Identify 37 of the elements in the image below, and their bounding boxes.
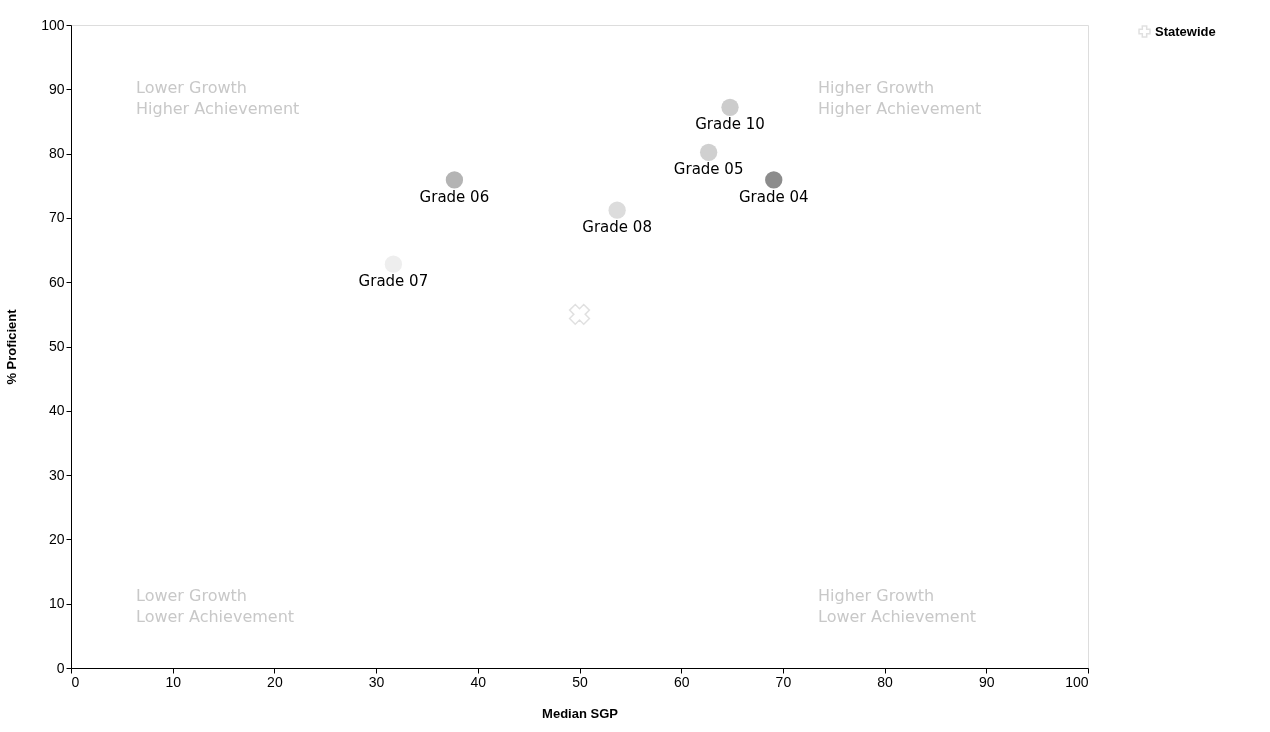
x-tick-label: 60 [673,673,690,690]
y-axis-title: % Proficient [4,308,20,385]
x-tick-label: 40 [470,673,487,690]
annotation: Grade 04 [738,187,809,206]
point [721,98,739,116]
point [700,143,718,161]
x-tick-label: 30 [368,673,385,690]
x-axis-title: Median SGP [542,705,619,721]
y-tick-label: 30 [48,466,65,483]
x-tick-label: 20 [267,673,283,690]
x-tick-label: 100 [1065,673,1089,690]
annotation: Grade 10 [695,115,765,134]
y-tick-label: 40 [48,402,65,419]
annotation: Grade 07 [358,272,429,291]
x-tick-label: 0 [71,673,80,690]
y-tick-label: 70 [48,209,65,226]
y-tick-label: 0 [56,659,65,676]
x-tick-label: 50 [572,673,588,690]
x-tick-label: 90 [979,673,995,690]
x-tick-label: 70 [775,673,792,690]
annotation: Grade 06 [419,187,490,206]
x-tick-label: 80 [877,673,894,690]
y-tick-label: 20 [48,530,65,547]
annotation: Grade 05 [673,160,744,179]
legend-label: Statewide [1155,23,1216,39]
annotation: Grade 08 [582,218,652,237]
y-tick-label: 100 [41,16,65,33]
y-tick-label: 80 [48,145,65,162]
point [765,171,783,189]
y-tick-label: 50 [48,338,65,354]
y-tick-label: 10 [48,595,65,612]
point [568,303,591,325]
x-tick-label: 10 [165,673,182,690]
point [445,171,464,189]
y-tick-label: 90 [48,80,65,97]
point [608,201,626,219]
y-tick-label: 60 [48,273,65,290]
